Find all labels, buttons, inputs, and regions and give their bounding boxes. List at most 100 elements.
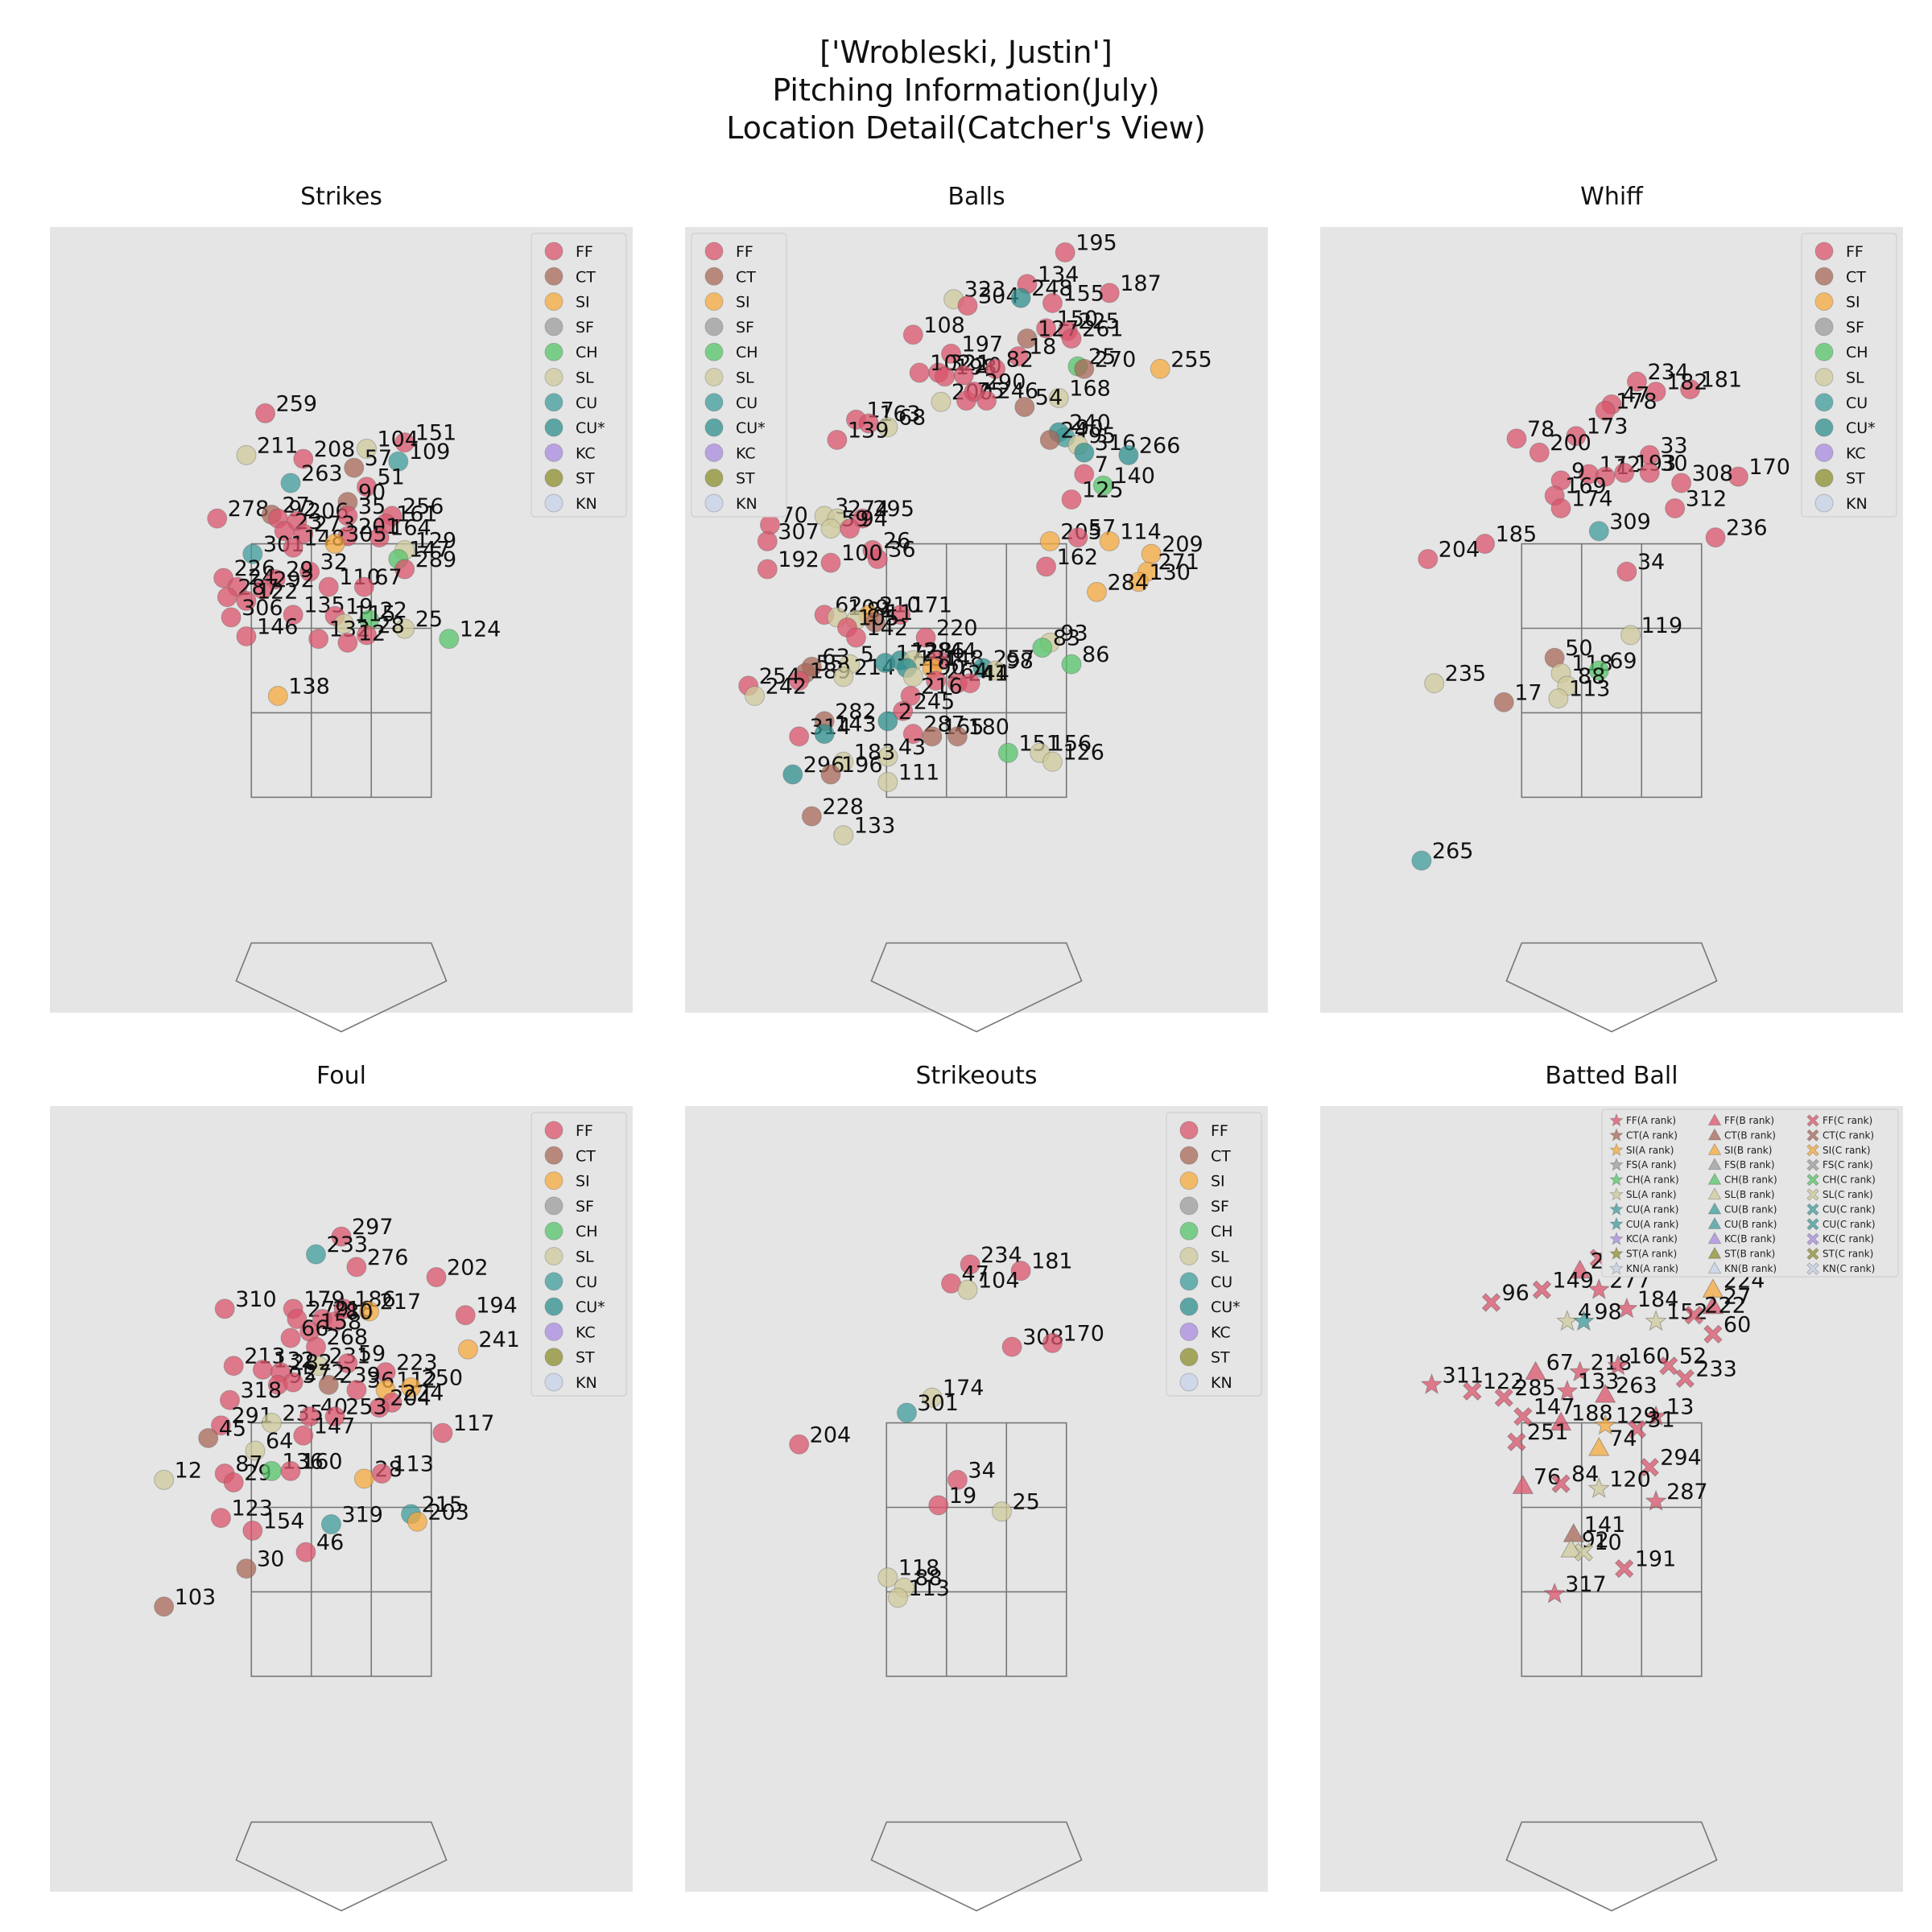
pitch-label-255: 255 bbox=[1170, 347, 1212, 372]
pitch-label-27: 27 bbox=[1724, 1285, 1751, 1310]
pitch-label-310: 310 bbox=[235, 1287, 277, 1312]
pitch-label-118: 118 bbox=[898, 1556, 940, 1581]
batted-legend-marker bbox=[1609, 1157, 1624, 1171]
pitch-point-20 bbox=[953, 365, 974, 386]
pitch-label-138: 138 bbox=[288, 674, 330, 699]
panel-title: Batted Ball bbox=[1545, 1062, 1678, 1090]
pitch-label-170: 170 bbox=[1748, 455, 1790, 480]
figure-title-line-3: Location Detail(Catcher's View) bbox=[726, 110, 1206, 146]
pitch-point-213 bbox=[223, 1356, 244, 1377]
legend-marker-SL bbox=[1814, 368, 1834, 386]
pitch-label-185: 185 bbox=[1496, 522, 1538, 547]
legend-marker-CU bbox=[544, 393, 564, 412]
pitch-point-92 bbox=[1560, 1538, 1582, 1558]
legend-marker-CH bbox=[1814, 342, 1834, 361]
pitch-point-192 bbox=[757, 559, 778, 580]
batted-legend-label: SL(C rank) bbox=[1823, 1189, 1873, 1200]
batted-legend-label: KC(A rank) bbox=[1626, 1233, 1678, 1245]
batted-legend-label: CU(B rank) bbox=[1724, 1219, 1777, 1230]
pitch-point-268 bbox=[306, 1336, 327, 1357]
pitch-label-292: 292 bbox=[273, 568, 315, 592]
legend-marker-KN bbox=[544, 1373, 564, 1392]
legend-marker-ST bbox=[704, 469, 724, 488]
pitch-label-276: 276 bbox=[367, 1245, 409, 1270]
pitch-point-64 bbox=[245, 1440, 266, 1461]
pitch-label-170: 170 bbox=[1063, 1321, 1104, 1346]
legend-marker-ST bbox=[1179, 1348, 1199, 1367]
legend-marker-KC bbox=[544, 1322, 564, 1341]
pitch-point-306 bbox=[221, 607, 242, 628]
pitch-point-255 bbox=[1150, 358, 1170, 379]
pitch-label-12: 12 bbox=[358, 621, 386, 646]
legend-label-SI: SI bbox=[1846, 294, 1860, 312]
pitch-label-130: 130 bbox=[1149, 560, 1191, 585]
legend-marker-SL bbox=[544, 368, 564, 386]
legend-marker-KN bbox=[544, 493, 564, 513]
legend-marker-SF bbox=[544, 1196, 564, 1216]
pitch-point-292 bbox=[252, 579, 273, 600]
pitch-label-139: 139 bbox=[848, 418, 890, 443]
pitch-label-240: 240 bbox=[1069, 411, 1111, 436]
home-plate bbox=[870, 942, 1083, 1033]
pitch-point-188 bbox=[1550, 1411, 1572, 1431]
legend-marker-ST bbox=[544, 1348, 564, 1367]
legend-label-CT: CT bbox=[576, 268, 596, 286]
pitch-point-18 bbox=[1008, 346, 1029, 367]
pitch-label-204: 204 bbox=[1439, 537, 1480, 562]
pitch-label-124: 124 bbox=[460, 617, 502, 642]
pitch-label-233: 233 bbox=[1695, 1356, 1737, 1381]
pitch-point-41 bbox=[960, 673, 980, 694]
legend-marker-ST bbox=[544, 469, 564, 488]
batted-legend-marker bbox=[1707, 1158, 1722, 1170]
pitch-label-108: 108 bbox=[923, 313, 965, 338]
pitch-label-51: 51 bbox=[377, 465, 404, 490]
pitch-point-182 bbox=[1645, 382, 1666, 402]
pitch-label-60: 60 bbox=[1724, 1312, 1751, 1337]
pitch-point-152 bbox=[1645, 1310, 1667, 1331]
pitch-point-34 bbox=[947, 1469, 968, 1490]
pitch-point-181 bbox=[1010, 1261, 1031, 1282]
batted-legend-label: KC(C rank) bbox=[1823, 1233, 1874, 1245]
pitch-label-178: 178 bbox=[1616, 389, 1657, 414]
pitch-point-297 bbox=[331, 1226, 352, 1247]
pitch-point-311 bbox=[1420, 1373, 1443, 1394]
pitch-label-44: 44 bbox=[949, 638, 976, 663]
pitch-point-130 bbox=[1128, 572, 1149, 592]
pitch-point-138 bbox=[267, 685, 288, 706]
pitch-label-309: 309 bbox=[1609, 510, 1651, 535]
pitch-point-7 bbox=[1074, 464, 1095, 485]
pitch-label-278: 278 bbox=[228, 497, 270, 522]
pitch-point-278 bbox=[207, 508, 228, 529]
pitch-label-83: 83 bbox=[1053, 626, 1080, 651]
batted-legend-marker bbox=[1707, 1128, 1722, 1141]
pitch-label-236: 236 bbox=[1726, 516, 1768, 541]
pitch-label-160: 160 bbox=[301, 1449, 343, 1474]
pitch-point-220 bbox=[915, 627, 936, 648]
strike-zone bbox=[1521, 543, 1703, 799]
pitch-label-266: 266 bbox=[1139, 433, 1181, 458]
pitch-point-287 bbox=[902, 724, 923, 745]
pitch-point-31 bbox=[1627, 1419, 1647, 1439]
pitch-point-245 bbox=[893, 700, 914, 721]
pitch-point-135 bbox=[283, 605, 303, 625]
pitch-label-64: 64 bbox=[266, 1429, 293, 1454]
pitch-point-165 bbox=[922, 726, 943, 747]
pitch-label-223: 223 bbox=[396, 1351, 438, 1376]
pitch-point-307 bbox=[757, 530, 778, 551]
pitch-point-170 bbox=[1042, 1332, 1063, 1353]
pitch-label-98: 98 bbox=[1006, 649, 1034, 674]
pitch-point-185 bbox=[1475, 534, 1496, 555]
pitch-point-272 bbox=[1569, 1259, 1591, 1279]
pitch-point-196 bbox=[820, 764, 841, 785]
pitch-point-114 bbox=[1099, 530, 1120, 551]
pitch-point-193 bbox=[1614, 462, 1635, 483]
pitch-label-259: 259 bbox=[276, 391, 318, 416]
legend-label-FF: FF bbox=[576, 243, 593, 261]
pitch-point-305 bbox=[324, 534, 345, 555]
legend-label-CT: CT bbox=[736, 268, 756, 286]
pitch-label-183: 183 bbox=[854, 740, 896, 765]
pitch-point-127 bbox=[1017, 328, 1038, 349]
